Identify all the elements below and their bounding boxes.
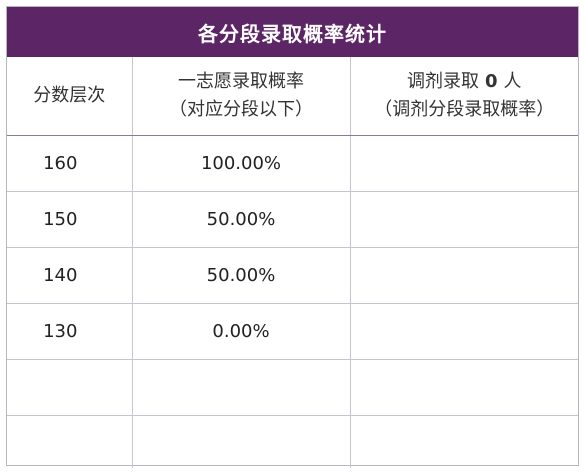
header-adjust-prefix: 调剂录取 (406, 70, 479, 92)
adjust-cell (350, 415, 578, 468)
score-cell: 160 (7, 135, 133, 192)
table-row: 130 0.00% (7, 303, 578, 360)
rate-cell: 100.00% (132, 135, 351, 192)
score-cell (7, 415, 133, 468)
table-row (7, 359, 578, 416)
score-cell: 130 (7, 303, 133, 360)
header-first-choice-rate-note: （对应分段以下） (169, 98, 313, 120)
header-score-level-label: 分数层次 (33, 84, 106, 106)
score-cell (7, 359, 133, 416)
header-adjust-suffix: 人 (503, 70, 522, 92)
rate-cell: 50.00% (132, 247, 351, 304)
header-adjust-count-line: 调剂录取 0 人 (351, 68, 579, 96)
adjust-cell (350, 359, 578, 416)
admission-probability-table: 分数层次 一志愿录取概率 （对应分段以下） 调剂录取 0 人 （调剂分段录取概率） … (7, 57, 578, 468)
header-adjust-count: 0 (484, 70, 498, 92)
adjust-cell (350, 303, 578, 360)
header-first-choice-rate-label: 一志愿录取概率 (178, 70, 304, 92)
header-first-choice-rate: 一志愿录取概率 （对应分段以下） (132, 57, 351, 136)
rate-cell: 50.00% (132, 191, 351, 248)
header-row: 分数层次 一志愿录取概率 （对应分段以下） 调剂录取 0 人 （调剂分段录取概率） (7, 57, 579, 136)
rate-cell (132, 359, 351, 416)
rate-cell (132, 415, 351, 468)
rate-cell: 0.00% (132, 303, 351, 360)
adjust-cell (350, 247, 578, 304)
table-row (7, 415, 578, 468)
header-adjust-rate: 调剂录取 0 人 （调剂分段录取概率） (350, 57, 579, 136)
header-score-level: 分数层次 (7, 57, 133, 136)
score-cell: 140 (7, 247, 133, 304)
table-row: 160 100.00% (7, 135, 578, 192)
stats-table-frame: 各分段录取概率统计 分数层次 一志愿录取概率 （对应分段以下） 调剂录取 0 人 （… (6, 6, 579, 468)
score-cell: 150 (7, 191, 133, 248)
header-adjust-rate-note: （调剂分段录取概率） (374, 98, 555, 120)
table-row: 150 50.00% (7, 191, 578, 248)
table-row: 140 50.00% (7, 247, 578, 304)
table-title: 各分段录取概率统计 (7, 7, 578, 57)
adjust-cell (350, 191, 578, 248)
adjust-cell (350, 135, 578, 192)
